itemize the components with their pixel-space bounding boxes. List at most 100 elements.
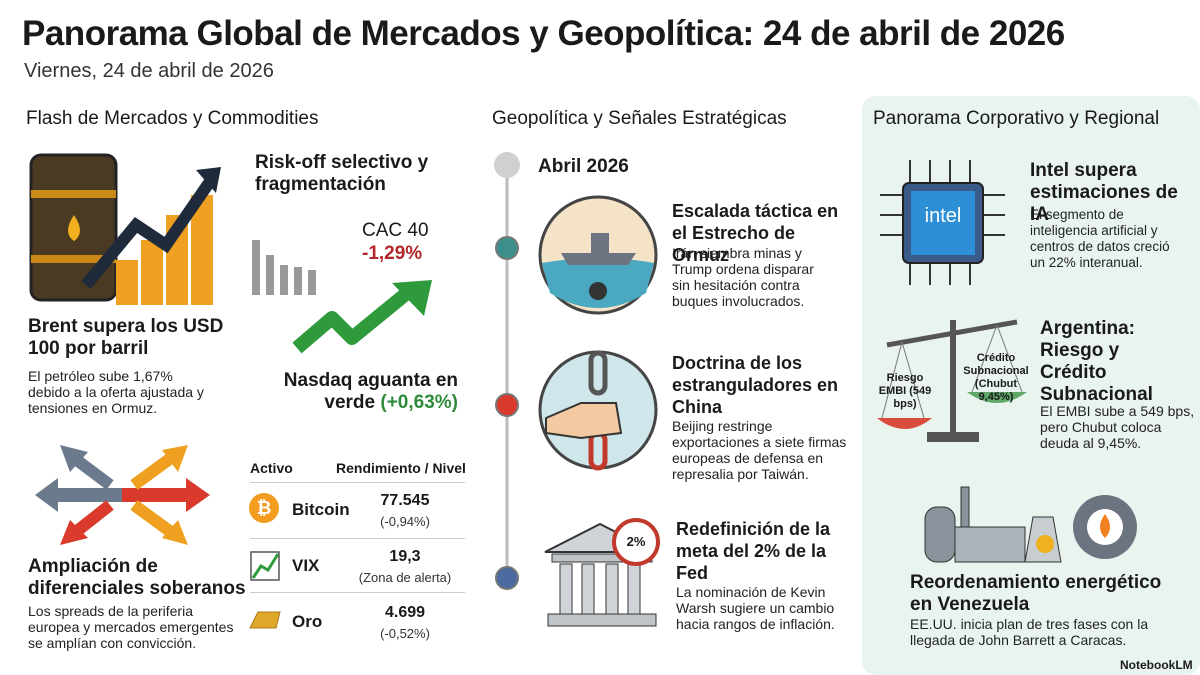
intel-title: Intel supera estimaciones de IA bbox=[1030, 160, 1178, 225]
icon-part bbox=[162, 520, 188, 545]
asset-value: 19,3 bbox=[389, 548, 421, 565]
icon-part bbox=[191, 195, 213, 305]
icon-part bbox=[249, 611, 281, 629]
timeline-date: Abril 2026 bbox=[538, 156, 629, 177]
icon-part bbox=[971, 324, 998, 393]
icon-part bbox=[588, 350, 608, 396]
icon-part bbox=[927, 432, 979, 442]
asset-change: (-0,52%) bbox=[380, 626, 430, 641]
icon-part bbox=[494, 152, 520, 178]
cac-value: -1,29% bbox=[362, 243, 423, 264]
icon-part bbox=[130, 450, 179, 490]
icon-part bbox=[266, 255, 274, 295]
icon-part bbox=[280, 265, 288, 295]
icon-part bbox=[392, 280, 432, 316]
section-title: Panorama Corporativo y Regional bbox=[873, 108, 1160, 129]
icon-part bbox=[591, 233, 609, 253]
event-text: Irán siembra minas y Trump ordena dispar… bbox=[672, 245, 814, 309]
icon-part bbox=[1036, 535, 1054, 553]
icon-part bbox=[880, 160, 1005, 285]
icon-part bbox=[251, 553, 280, 579]
icon-part bbox=[605, 563, 619, 615]
asset-icons: ₿ bbox=[249, 493, 281, 629]
section-title: Flash de Mercados y Commodities bbox=[26, 108, 319, 129]
asset-value: 77.545 bbox=[380, 492, 430, 509]
icon-part bbox=[68, 215, 80, 241]
cac-label: CAC 40 bbox=[362, 220, 429, 241]
icon-part bbox=[954, 526, 1026, 563]
riskoff-title: Risk-off selectivo y fragmentación bbox=[255, 152, 429, 195]
oil-barrel-icon bbox=[29, 153, 221, 305]
subtitle: Viernes, 24 de abril de 2026 bbox=[24, 60, 274, 82]
section-title: Geopolítica y Señales Estratégicas bbox=[492, 108, 787, 129]
timeline bbox=[494, 152, 520, 590]
icon-part bbox=[252, 240, 260, 295]
icon-part bbox=[292, 287, 412, 354]
icon-part bbox=[877, 418, 932, 429]
bars-icon bbox=[252, 240, 316, 295]
intel-logo: intel bbox=[924, 205, 962, 227]
asset-change: (Zona de alerta) bbox=[358, 570, 452, 585]
event-title: Redefinición de la meta del 2% de la Fed bbox=[676, 519, 831, 583]
nasdaq-text: Nasdaq aguanta en verde bbox=[283, 370, 458, 413]
argentina-text: El EMBI sube a 549 bps, pero Chubut colo… bbox=[1040, 403, 1195, 451]
venezuela-title: Reordenamiento energético en Venezuela bbox=[910, 572, 1162, 615]
spreads-title: Ampliación de diferenciales soberanos bbox=[28, 556, 246, 599]
title: Panorama Global de Mercados y Geopolític… bbox=[22, 14, 1065, 53]
icon-part: ₿ bbox=[257, 498, 272, 518]
icon-part bbox=[886, 319, 1018, 348]
brent-text: El petróleo sube 1,67% debido a la ofert… bbox=[28, 368, 204, 416]
icon-part bbox=[627, 563, 641, 615]
fed-building-icon bbox=[544, 518, 660, 627]
asset-name: VIX bbox=[292, 556, 320, 575]
icon-part bbox=[950, 320, 956, 435]
icon-part bbox=[881, 341, 903, 419]
icon-part bbox=[589, 282, 607, 300]
table-rule bbox=[250, 592, 465, 593]
venezuela-text: EE.UU. inicia plan de tres fases con la … bbox=[910, 616, 1149, 648]
event-title: Doctrina de los estranguladores en China bbox=[672, 353, 839, 417]
event-text: La nominación de Kevin Warsh sugiere un … bbox=[676, 584, 835, 632]
icon-part bbox=[612, 518, 660, 566]
table-header: Rendimiento / Nivel bbox=[336, 460, 466, 476]
icon-part bbox=[495, 393, 519, 417]
chain-hand-icon bbox=[538, 350, 658, 471]
icon-part bbox=[196, 167, 221, 193]
energy-icon bbox=[924, 486, 1137, 563]
icon-part bbox=[545, 402, 623, 440]
intel-text: El segmento de inteligencia artificial y… bbox=[1030, 207, 1170, 270]
icon-part bbox=[249, 493, 279, 523]
icon-part bbox=[116, 260, 138, 305]
icon-part bbox=[130, 500, 179, 540]
asset-name: Bitcoin bbox=[292, 500, 350, 519]
ship-icon bbox=[538, 195, 658, 315]
icon-part bbox=[308, 270, 316, 295]
icon-part bbox=[495, 566, 519, 590]
event-text: Beijing restringe exportaciones a siete … bbox=[672, 418, 847, 482]
icon-part bbox=[911, 191, 975, 255]
table-header: Activo bbox=[250, 460, 293, 476]
icon-part bbox=[81, 176, 216, 289]
chip-icon bbox=[880, 160, 1005, 285]
icon-part bbox=[31, 190, 116, 198]
icon-part bbox=[561, 253, 636, 265]
icon-part bbox=[60, 445, 88, 472]
asset-name: Oro bbox=[292, 612, 323, 631]
icon-part bbox=[880, 160, 1005, 285]
icon-part bbox=[294, 267, 302, 295]
icon-part bbox=[35, 478, 58, 512]
brent-title: Brent supera los USD 100 por barril bbox=[28, 316, 224, 359]
icon-part bbox=[547, 613, 657, 627]
icon-part bbox=[559, 563, 573, 615]
spreads-text: Los spreads de la periferia europea y me… bbox=[28, 603, 234, 651]
argentina-title: Argentina: Riesgo y Crédito Subnacional bbox=[1040, 318, 1153, 405]
nasdaq: Nasdaq aguanta en verde (+0,63%) bbox=[268, 370, 458, 414]
spread-arrows-icon bbox=[35, 445, 210, 545]
target-badge: 2% bbox=[626, 534, 646, 549]
scale-label: Crédito Subnacional (Chubut 9,45%) bbox=[963, 352, 1029, 403]
icon-part bbox=[1100, 514, 1110, 538]
footer: NotebookLM bbox=[1120, 658, 1193, 672]
event-title: Escalada táctica en el Estrecho de Ormuz bbox=[672, 201, 839, 265]
icon-part bbox=[924, 506, 956, 563]
icon-part bbox=[31, 255, 116, 263]
